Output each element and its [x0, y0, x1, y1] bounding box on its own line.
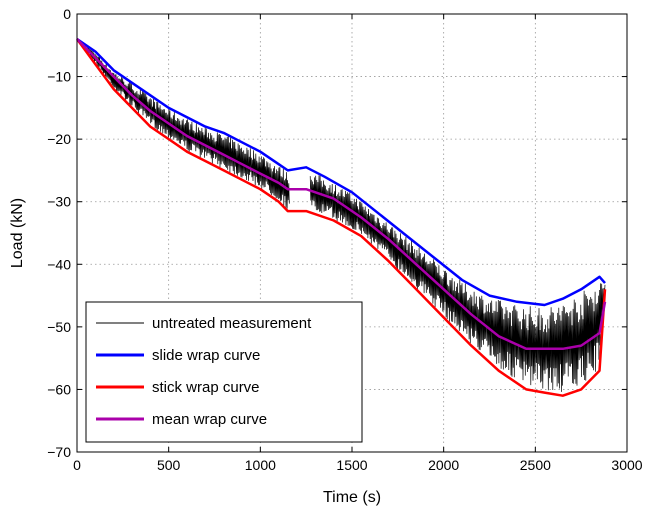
x-tick-label: 1500: [336, 457, 367, 473]
legend-entry-label: stick wrap curve: [152, 379, 260, 396]
y-tick-label: −50: [47, 319, 71, 335]
y-tick-label: −10: [47, 69, 71, 85]
x-tick-label: 3000: [611, 457, 642, 473]
x-tick-label: 2000: [428, 457, 459, 473]
x-tick-label: 1000: [245, 457, 276, 473]
slide-wrap-curve-line: [76, 37, 606, 307]
legend: untreated measurement slide wrap curve sti…: [85, 301, 363, 443]
stick-wrap-curve-line: [75, 38, 607, 397]
y-tick-label: 0: [63, 6, 71, 22]
legend-entry-label: slide wrap curve: [152, 347, 260, 364]
legend-entry-label: untreated measurement: [152, 315, 312, 332]
y-tick-label: −60: [47, 381, 71, 397]
untreated-measurement-line: [76, 38, 606, 392]
untreated-measurement-series: [76, 38, 606, 392]
y-axis-label: Load (kN): [9, 198, 26, 268]
y-tick-label: −30: [47, 194, 71, 210]
y-tick-label: −40: [47, 256, 71, 272]
legend-entry-label: mean wrap curve: [152, 411, 267, 428]
wrap-curves: [75, 37, 607, 397]
y-tick-label: −20: [47, 131, 71, 147]
x-tick-label: 2500: [520, 457, 551, 473]
axis-ticks: 0 500 1000 1500 2000 2500 3000 0 −10 −20 −30 −40 −50…: [47, 6, 643, 473]
y-tick-label: −70: [47, 444, 71, 460]
x-tick-label: 500: [157, 457, 181, 473]
x-tick-label: 0: [73, 457, 81, 473]
mean-wrap-curve-line: [76, 38, 607, 351]
x-axis-label: Time (s): [323, 489, 381, 506]
